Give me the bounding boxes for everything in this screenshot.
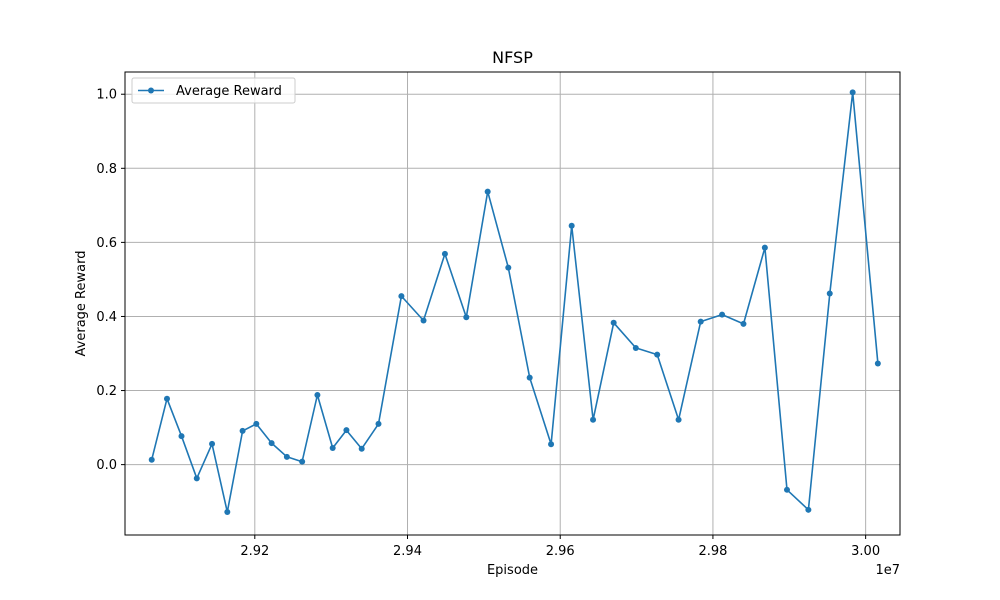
data-point (548, 441, 555, 448)
data-point (568, 222, 575, 229)
x-tick-label: 2.94 (393, 544, 422, 559)
legend: Average Reward (131, 77, 296, 104)
y-tick-label: 0.2 (96, 384, 117, 399)
data-point (632, 344, 639, 351)
data-point (358, 445, 365, 452)
data-point (148, 456, 155, 463)
data-point (441, 250, 448, 257)
data-point (783, 486, 790, 493)
data-point (314, 391, 321, 398)
y-axis-label: Average Reward (74, 251, 89, 357)
grid (125, 72, 900, 535)
y-tick-label: 1.0 (96, 88, 117, 103)
data-point (253, 420, 260, 427)
ticks: 2.92 2.94 2.96 2.98 3.00 0.0 0.2 0.4 0.6 0.8 1.0 (96, 88, 880, 559)
data-point (420, 317, 427, 324)
data-point (163, 395, 170, 402)
data-point (740, 320, 747, 327)
y-tick-label: 0.8 (96, 162, 117, 177)
legend-point-marker (148, 87, 154, 94)
data-point (849, 89, 856, 96)
data-point (178, 433, 185, 440)
data-point (719, 311, 726, 318)
x-tick-label: 2.92 (240, 544, 269, 559)
x-axis-label: Episode (487, 563, 538, 578)
data-point (505, 264, 512, 271)
data-point (193, 475, 200, 482)
data-point (209, 440, 216, 447)
data-point (375, 420, 382, 427)
y-tick-label: 0.4 (96, 310, 117, 325)
x-tick-label: 3.00 (851, 544, 880, 559)
data-point (610, 319, 617, 326)
data-point (239, 427, 246, 434)
data-point (484, 188, 491, 195)
data-point (590, 416, 597, 423)
data-point (826, 290, 833, 297)
y-tick-label: 0.6 (96, 236, 117, 251)
data-point (343, 427, 350, 434)
data-point (268, 440, 275, 447)
data-point (761, 244, 768, 251)
x-tick-label: 2.98 (698, 544, 727, 559)
legend-label: Average Reward (176, 84, 282, 99)
data-point (675, 416, 682, 423)
y-tick-label: 0.0 (96, 458, 117, 473)
chart-title: NFSP (492, 48, 533, 67)
data-point (526, 374, 533, 381)
plot-frame (124, 71, 901, 536)
data-point (654, 351, 661, 358)
data-point (805, 506, 812, 513)
data-point (329, 444, 336, 451)
legend-box (131, 77, 296, 104)
data-point (463, 314, 470, 321)
data-point (283, 453, 290, 460)
x-axis-offset-label: 1e7 (875, 563, 900, 578)
data-point (398, 293, 405, 300)
series-layer (148, 89, 881, 516)
data-point (224, 509, 231, 516)
x-tick-label: 2.96 (546, 544, 575, 559)
data-point (697, 318, 704, 325)
data-point (874, 360, 881, 367)
data-point (299, 458, 306, 465)
